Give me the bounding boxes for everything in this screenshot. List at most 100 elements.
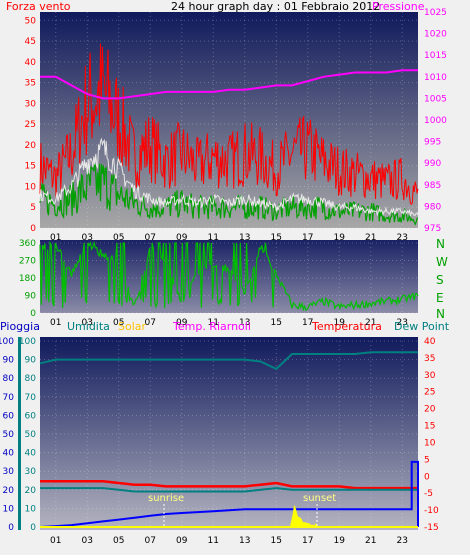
wind-tick-label: 0 [30, 224, 36, 234]
humidity-tick-label: 80 [25, 374, 37, 384]
humidity-axis-bar [18, 337, 21, 530]
wind-x-tick-label: 09 [176, 233, 188, 243]
dir-x-tick-label: 05 [113, 318, 124, 328]
wind-tick-label: 20 [25, 141, 37, 151]
bottom-x-tick-label: 03 [82, 536, 93, 546]
rain-tick-label: 20 [3, 486, 15, 496]
dir-x-tick-label: 15 [271, 318, 282, 328]
pressure-tick-label: 990 [424, 159, 441, 169]
wind-mean-line [39, 137, 419, 217]
bottom-x-tick-label: 19 [334, 536, 346, 546]
temperature-line [40, 480, 418, 490]
temp-tick-label: 35 [424, 354, 435, 364]
dir-x-tick-label: 03 [82, 318, 93, 328]
dir-x-tick-label: 13 [239, 318, 250, 328]
dir-tick-label: 180 [19, 274, 36, 284]
pressure-tick-label: 1010 [424, 73, 447, 83]
humidity-tick-label: 50 [25, 430, 37, 440]
pressure-tick-label: 1015 [424, 51, 447, 61]
bottom-x-tick-label: 01 [50, 536, 61, 546]
bottom-plot-area [40, 337, 418, 530]
dir-tick-label: 90 [25, 292, 37, 302]
temp-tick-label: -15 [424, 523, 439, 533]
dir-x-tick-label: 23 [397, 318, 408, 328]
temp-tick-label: -5 [424, 489, 433, 499]
legend-temp-riarnoli: Temp. Riarnoli [172, 320, 251, 333]
rain-tick-label: 0 [8, 523, 14, 533]
wind-tick-label: 30 [25, 99, 37, 109]
wind-tick-label: 10 [25, 182, 37, 192]
dir-tick-label: 360 [19, 239, 36, 249]
legend-solar: Solar [118, 320, 147, 333]
bottom-x-tick-label: 21 [365, 536, 376, 546]
dir-letter-n-top: N [436, 237, 445, 251]
dir-letter-w: W [436, 255, 448, 269]
rain-tick-label: 100 [0, 337, 14, 347]
dir-x-tick-label: 07 [145, 318, 156, 328]
pressure-tick-label: 985 [424, 181, 441, 191]
wind-x-tick-label: 19 [334, 233, 346, 243]
rain-tick-label: 10 [3, 504, 15, 514]
dir-x-tick-label: 17 [302, 318, 313, 328]
bottom-x-tick-label: 09 [176, 536, 188, 546]
solar-area [289, 505, 318, 528]
legend-umidita: Umidita [67, 320, 110, 333]
temp-tick-label: 25 [424, 388, 435, 398]
bottom-x-tick-label: 17 [302, 536, 313, 546]
wind-avg-line [39, 159, 419, 226]
dir-tick-label: 0 [30, 309, 36, 319]
direction-line [39, 240, 419, 312]
dir-letter-n-bottom: N [436, 307, 445, 321]
humidity-tick-label: 60 [25, 411, 37, 421]
bottom-x-tick-label: 23 [397, 536, 408, 546]
bottom-x-tick-label: 13 [239, 536, 250, 546]
wind-tick-label: 35 [25, 79, 36, 89]
wind-tick-label: 25 [25, 120, 36, 130]
wind-axis-label: Forza vento [6, 0, 71, 13]
wind-x-tick-label: 05 [113, 233, 124, 243]
wind-x-tick-label: 01 [50, 233, 61, 243]
pressure-axis-label: Pressione [372, 0, 425, 13]
rain-tick-label: 60 [3, 411, 15, 421]
dir-x-tick-label: 11 [208, 318, 219, 328]
sunset-label: sunset [303, 493, 336, 504]
rain-tick-label: 80 [3, 374, 15, 384]
wind-x-tick-label: 21 [365, 233, 376, 243]
legend-temperatura: Temperatura [311, 320, 382, 333]
wind-x-tick-label: 13 [239, 233, 250, 243]
wind-tick-label: 40 [25, 58, 37, 68]
dir-letter-s: S [436, 273, 444, 287]
humidity-line [39, 351, 418, 371]
sunrise-label: sunrise [148, 493, 184, 504]
temp-tick-label: 15 [424, 422, 435, 432]
rain-tick-label: 40 [3, 449, 15, 459]
dir-x-tick-label: 09 [176, 318, 188, 328]
rain-tick-label: 50 [3, 430, 15, 440]
dir-x-tick-label: 21 [365, 318, 376, 328]
wind-x-tick-label: 23 [397, 233, 408, 243]
humidity-tick-label: 100 [19, 337, 36, 347]
humidity-tick-label: 10 [25, 504, 37, 514]
legend-dew-point: Dew Point [394, 320, 450, 333]
wind-tick-label: 15 [25, 162, 36, 172]
pressure-tick-label: 1005 [424, 94, 447, 104]
pressure-tick-label: 980 [424, 202, 441, 212]
humidity-tick-label: 30 [25, 467, 37, 477]
temp-tick-label: 20 [424, 405, 436, 415]
wind-x-tick-label: 17 [302, 233, 313, 243]
rain-tick-label: 90 [3, 356, 15, 366]
humidity-tick-label: 90 [25, 356, 37, 366]
direction-letters: N W S E N [436, 237, 448, 321]
rain-line [39, 460, 419, 528]
pressure-tick-label: 1020 [424, 30, 447, 40]
humidity-tick-label: 40 [25, 449, 37, 459]
rain-tick-label: 70 [3, 393, 15, 403]
pressure-tick-label: 1000 [424, 116, 447, 126]
humidity-tick-label: 70 [25, 393, 37, 403]
wind-x-tick-label: 15 [271, 233, 282, 243]
wind-tick-label: 5 [30, 203, 36, 213]
wind-tick-label: 45 [25, 37, 36, 47]
legend-pioggia: Pioggia [0, 320, 40, 333]
